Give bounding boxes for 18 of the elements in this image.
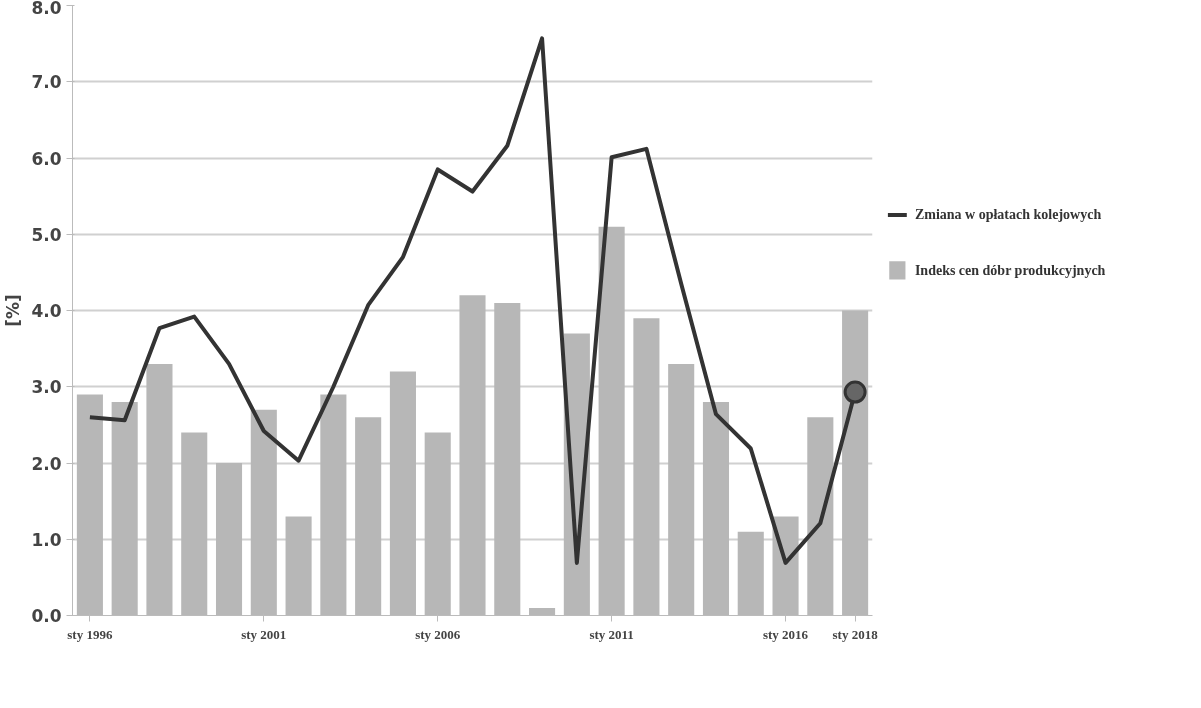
y-tick-label: 4.0 xyxy=(31,301,62,321)
legend-label: Zmiana w opłatach kolejowych xyxy=(914,207,1102,223)
y-tick-label: 3.0 xyxy=(31,377,62,398)
x-tick-label: sty 2018 xyxy=(832,626,879,642)
x-tick-label: sty 1996 xyxy=(67,626,113,642)
y-tick-label: 1.0 xyxy=(31,529,62,550)
x-tick-label: sty 2006 xyxy=(415,626,461,642)
y-tick-label: 2.0 xyxy=(31,453,62,474)
y-axis-title: [%] xyxy=(3,294,24,327)
x-tick-label: sty 2016 xyxy=(762,626,809,642)
x-tick-label: sty 2001 xyxy=(241,626,287,642)
legend-label: Indeks cen dóbr produkcyjnych xyxy=(914,262,1106,278)
y-tick-label: 8.0 xyxy=(31,0,62,18)
x-tick-label: sty 2011 xyxy=(589,626,634,642)
y-tick-label: 6.0 xyxy=(31,148,62,169)
y-tick-label: 0.0 xyxy=(31,606,62,626)
y-tick-label: 7.0 xyxy=(31,72,62,93)
y-tick-label: 5.0 xyxy=(31,224,62,245)
